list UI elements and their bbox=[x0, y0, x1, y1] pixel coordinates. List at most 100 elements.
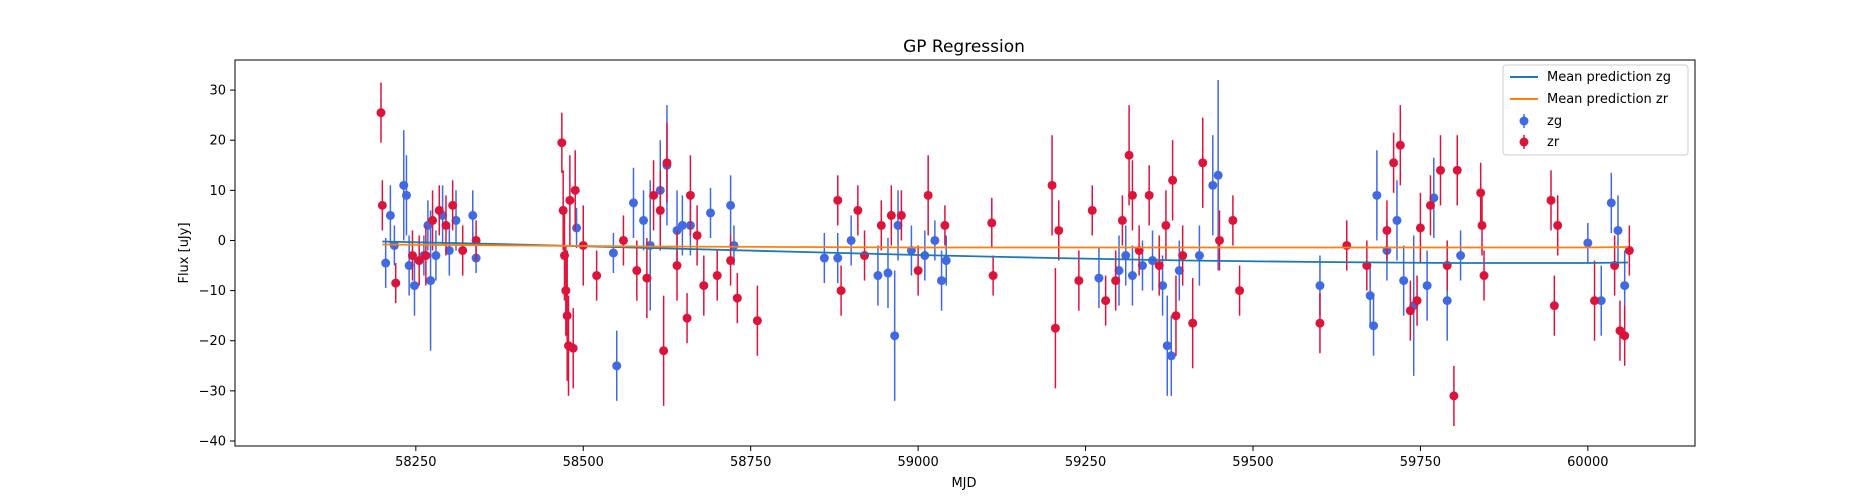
point-zr-44 bbox=[886, 210, 896, 220]
point-zg-42 bbox=[1094, 273, 1104, 283]
y-tick-label-2: −20 bbox=[199, 334, 226, 349]
point-zg-48 bbox=[1158, 281, 1168, 291]
point-zr-2 bbox=[391, 278, 401, 288]
point-zr-57 bbox=[1111, 276, 1121, 286]
y-tick-label-7: 30 bbox=[209, 84, 226, 99]
point-zg-35 bbox=[890, 331, 900, 341]
point-zg-2 bbox=[389, 240, 399, 250]
point-zg-51 bbox=[1174, 266, 1184, 276]
legend-swatch-zr-marker bbox=[1519, 137, 1529, 147]
point-zg-4 bbox=[401, 190, 411, 200]
point-zr-76 bbox=[1382, 225, 1392, 235]
point-zr-58 bbox=[1117, 215, 1127, 225]
point-zr-19 bbox=[568, 343, 578, 353]
point-zr-77 bbox=[1389, 158, 1399, 168]
point-zg-64 bbox=[1429, 193, 1439, 203]
point-zr-22 bbox=[592, 271, 602, 281]
point-zg-50 bbox=[1166, 351, 1176, 361]
point-zr-16 bbox=[562, 311, 572, 321]
point-zr-60 bbox=[1127, 190, 1137, 200]
y-axis: −40 −30 −20 −10 0 10 20 30 bbox=[199, 84, 235, 449]
point-zr-29 bbox=[662, 158, 672, 168]
point-zr-33 bbox=[692, 230, 702, 240]
point-zr-30 bbox=[672, 261, 682, 271]
point-zr-1 bbox=[377, 200, 387, 210]
point-zr-51 bbox=[1047, 180, 1057, 190]
point-zg-20 bbox=[639, 215, 649, 225]
point-zr-97 bbox=[1624, 245, 1634, 255]
point-zg-61 bbox=[1399, 276, 1409, 286]
point-zr-8 bbox=[441, 220, 451, 230]
point-zg-54 bbox=[1213, 170, 1223, 180]
point-zg-16 bbox=[572, 223, 582, 233]
point-zr-70 bbox=[1214, 235, 1224, 245]
point-zg-30 bbox=[819, 253, 829, 263]
point-zr-83 bbox=[1436, 165, 1446, 175]
point-zg-18 bbox=[612, 361, 622, 371]
point-zr-10 bbox=[458, 245, 468, 255]
point-zr-85 bbox=[1449, 391, 1459, 401]
point-zr-87 bbox=[1476, 188, 1486, 198]
point-zr-92 bbox=[1553, 220, 1563, 230]
x-tick-label-0: 58250 bbox=[395, 455, 436, 470]
plot-area bbox=[235, 60, 1695, 446]
point-zr-20 bbox=[570, 185, 580, 195]
point-zr-73 bbox=[1315, 318, 1325, 328]
point-zr-23 bbox=[618, 235, 628, 245]
legend: Mean prediction zg Mean prediction zr zg… bbox=[1502, 64, 1689, 156]
legend-label-zg: zg bbox=[1547, 114, 1562, 129]
point-zr-26 bbox=[649, 190, 659, 200]
point-zg-32 bbox=[846, 235, 856, 245]
point-zr-56 bbox=[1101, 296, 1111, 306]
point-zr-69 bbox=[1198, 158, 1208, 168]
point-zr-53 bbox=[1054, 225, 1064, 235]
point-zr-71 bbox=[1228, 215, 1238, 225]
point-zr-79 bbox=[1405, 306, 1415, 316]
point-zg-70 bbox=[1613, 225, 1623, 235]
point-zr-88 bbox=[1479, 271, 1489, 281]
x-tick-label-2: 58750 bbox=[730, 455, 771, 470]
point-zr-4 bbox=[414, 256, 424, 266]
legend-label-zr-mean: Mean prediction zr bbox=[1547, 92, 1669, 107]
point-zg-17 bbox=[608, 248, 618, 258]
point-zr-74 bbox=[1342, 240, 1352, 250]
point-zr-35 bbox=[712, 271, 722, 281]
point-zg-53 bbox=[1208, 180, 1218, 190]
x-tick-label-7: 60000 bbox=[1567, 455, 1608, 470]
y-tick-label-5: 10 bbox=[209, 184, 226, 199]
point-zg-40 bbox=[937, 276, 947, 286]
point-zr-49 bbox=[987, 218, 997, 228]
chart-title: GP Regression bbox=[903, 37, 1025, 57]
point-zr-86 bbox=[1452, 165, 1462, 175]
point-zr-90 bbox=[1546, 195, 1556, 205]
point-zg-69 bbox=[1606, 198, 1616, 208]
point-zr-89 bbox=[1477, 220, 1487, 230]
point-zr-55 bbox=[1087, 205, 1097, 215]
point-zr-47 bbox=[923, 190, 933, 200]
y-tick-label-6: 20 bbox=[209, 134, 226, 149]
point-zg-58 bbox=[1372, 190, 1382, 200]
y-tick-label-3: −10 bbox=[199, 284, 226, 299]
point-zr-15 bbox=[561, 286, 571, 296]
point-zr-24 bbox=[632, 266, 642, 276]
point-zr-81 bbox=[1415, 223, 1425, 233]
point-zr-32 bbox=[685, 190, 695, 200]
point-zg-19 bbox=[628, 198, 638, 208]
plot-frame bbox=[234, 59, 1696, 447]
x-tick-label-6: 59750 bbox=[1400, 455, 1441, 470]
point-zg-43 bbox=[1114, 266, 1124, 276]
x-axis: 58250 58500 58750 59000 59250 59500 59750 60000 bbox=[395, 446, 1609, 470]
point-zg-45 bbox=[1127, 271, 1137, 281]
line-mean-prediction-zr bbox=[382, 243, 1629, 249]
point-zg-71 bbox=[1620, 281, 1630, 291]
point-zg-63 bbox=[1422, 281, 1432, 291]
point-zg-6 bbox=[409, 281, 419, 291]
point-zr-50 bbox=[988, 271, 998, 281]
y-tick-label-4: 0 bbox=[218, 234, 226, 249]
point-zr-82 bbox=[1425, 200, 1435, 210]
series-layer bbox=[376, 80, 1634, 426]
point-zr-13 bbox=[558, 205, 568, 215]
point-zg-27 bbox=[706, 208, 716, 218]
point-zg-25 bbox=[677, 220, 687, 230]
point-zr-27 bbox=[655, 205, 665, 215]
